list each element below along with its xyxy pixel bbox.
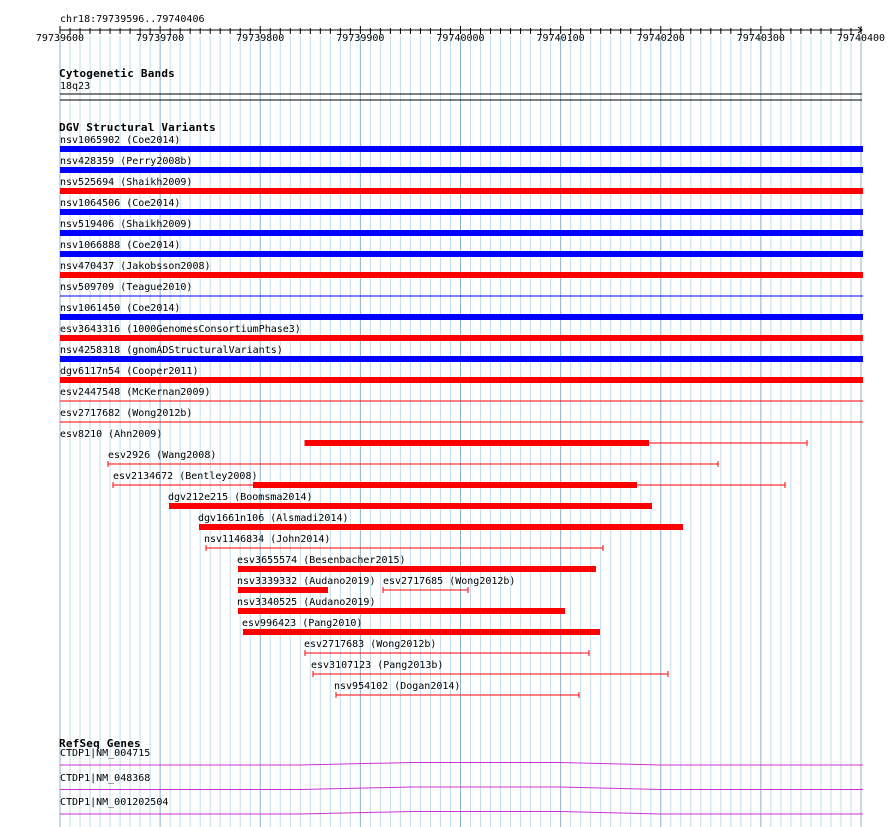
dgv-feature-label: nsv525694 (Shaikh2009)	[60, 177, 193, 188]
dgv-feature-label: nsv1061450 (Coe2014)	[60, 303, 181, 314]
ruler-tick-label: 79740100	[536, 33, 585, 44]
dgv-variant-bar[interactable]	[253, 482, 637, 488]
dgv-variant-bar[interactable]	[60, 377, 863, 383]
refseq-track-title[interactable]: RefSeq Genes	[59, 737, 141, 750]
refseq-gene-line[interactable]	[60, 762, 863, 766]
dgv-variant-bar[interactable]	[60, 272, 863, 278]
dgv-variant-bar[interactable]	[305, 440, 649, 446]
dgv-feature-label: esv2926 (Wang2008)	[108, 450, 217, 461]
dgv-feature-label: esv2447548 (McKernan2009)	[60, 387, 211, 398]
dgv-feature-label: nsv1066888 (Coe2014)	[60, 240, 181, 251]
dgv-variant-bar[interactable]	[60, 209, 863, 215]
dgv-feature-label: esv3655574 (Besenbacher2015)	[237, 555, 406, 566]
dgv-feature-label: esv3643316 (1000GenomesConsortiumPhase3)	[60, 324, 301, 335]
ruler-tick-label: 79739600	[35, 33, 85, 44]
cytoband-label: 18q23	[60, 81, 91, 92]
dgv-feature-label: nsv3339332 (Audano2019)	[237, 576, 376, 587]
ruler-arrow-icon	[857, 26, 863, 34]
dgv-feature-label: dgv6117n54 (Cooper2011)	[60, 366, 199, 377]
ruler-tick-label: 79739700	[136, 33, 185, 44]
dgv-feature-label: esv2717685 (Wong2012b)	[383, 576, 516, 587]
dgv-track-title[interactable]: DGV Structural Variants	[59, 121, 216, 134]
dgv-variant-bar[interactable]	[60, 356, 863, 362]
dgv-feature-label: nsv954102 (Dogan2014)	[334, 681, 461, 692]
region-coordinates: chr18:79739596..79740406	[60, 14, 205, 25]
dgv-feature-label: nsv1146834 (John2014)	[204, 534, 331, 545]
dgv-variant-bar[interactable]	[60, 230, 863, 236]
dgv-feature-label: dgv212e215 (Boomsma2014)	[168, 492, 313, 503]
dgv-feature-label: nsv1065902 (Coe2014)	[60, 135, 181, 146]
ruler-tick-label: 79740200	[636, 33, 685, 44]
dgv-feature-label: esv2134672 (Bentley2008)	[113, 471, 258, 482]
dgv-feature-label: nsv519406 (Shaikh2009)	[60, 219, 193, 230]
dgv-feature-label: nsv1064506 (Coe2014)	[60, 198, 181, 209]
refseq-gene-line[interactable]	[60, 811, 863, 815]
dgv-variant-bar[interactable]	[169, 503, 652, 509]
dgv-feature-label: esv2717682 (Wong2012b)	[60, 408, 193, 419]
dgv-variant-bar[interactable]	[238, 587, 328, 593]
ruler-tick-label: 79739800	[236, 33, 285, 44]
refseq-gene-label: CTDP1|NM_001202504	[60, 797, 169, 808]
refseq-gene-label: CTDP1|NM_048368	[60, 772, 151, 784]
dgv-feature-label: dgv1661n106 (Alsmadi2014)	[198, 513, 349, 524]
dgv-feature-label: nsv428359 (Perry2008b)	[60, 156, 193, 167]
dgv-feature-label: nsv509709 (Teague2010)	[60, 282, 193, 293]
ruler-tick-label: 79740400	[836, 33, 886, 44]
dgv-variant-bar[interactable]	[60, 314, 863, 320]
ruler-tick-label: 79739900	[336, 33, 385, 44]
dgv-feature-label: esv2717683 (Wong2012b)	[304, 639, 437, 650]
ruler-tick-label: 79740000	[436, 33, 485, 44]
dgv-variant-bar[interactable]	[60, 188, 863, 194]
ruler-tick-label: 79740300	[736, 33, 785, 44]
refseq-gene-line[interactable]	[60, 786, 863, 790]
dgv-feature-label: nsv4258318 (gnomADStructuralVariants)	[60, 345, 283, 356]
dgv-variant-bar[interactable]	[238, 608, 565, 614]
dgv-variant-bar[interactable]	[60, 335, 863, 341]
dgv-variant-bar[interactable]	[60, 146, 863, 152]
dgv-variant-bar[interactable]	[238, 566, 596, 572]
dgv-feature-label: nsv470437 (Jakobsson2008)	[60, 261, 211, 272]
dgv-feature-label: esv8210 (Ahn2009)	[60, 429, 163, 440]
cytoband-track-title[interactable]: Cytogenetic Bands	[59, 67, 175, 80]
dgv-variant-bar[interactable]	[199, 524, 683, 530]
dgv-variant-bar[interactable]	[243, 629, 600, 635]
dgv-feature-label: nsv3340525 (Audano2019)	[237, 597, 376, 608]
refseq-gene-label: CTDP1|NM_004715	[60, 748, 151, 759]
dgv-feature-label: esv3107123 (Pang2013b)	[311, 660, 444, 671]
dgv-feature-label: esv996423 (Pang2010)	[242, 618, 363, 629]
dgv-variant-bar[interactable]	[60, 167, 863, 173]
dgv-variant-bar[interactable]	[60, 251, 863, 257]
